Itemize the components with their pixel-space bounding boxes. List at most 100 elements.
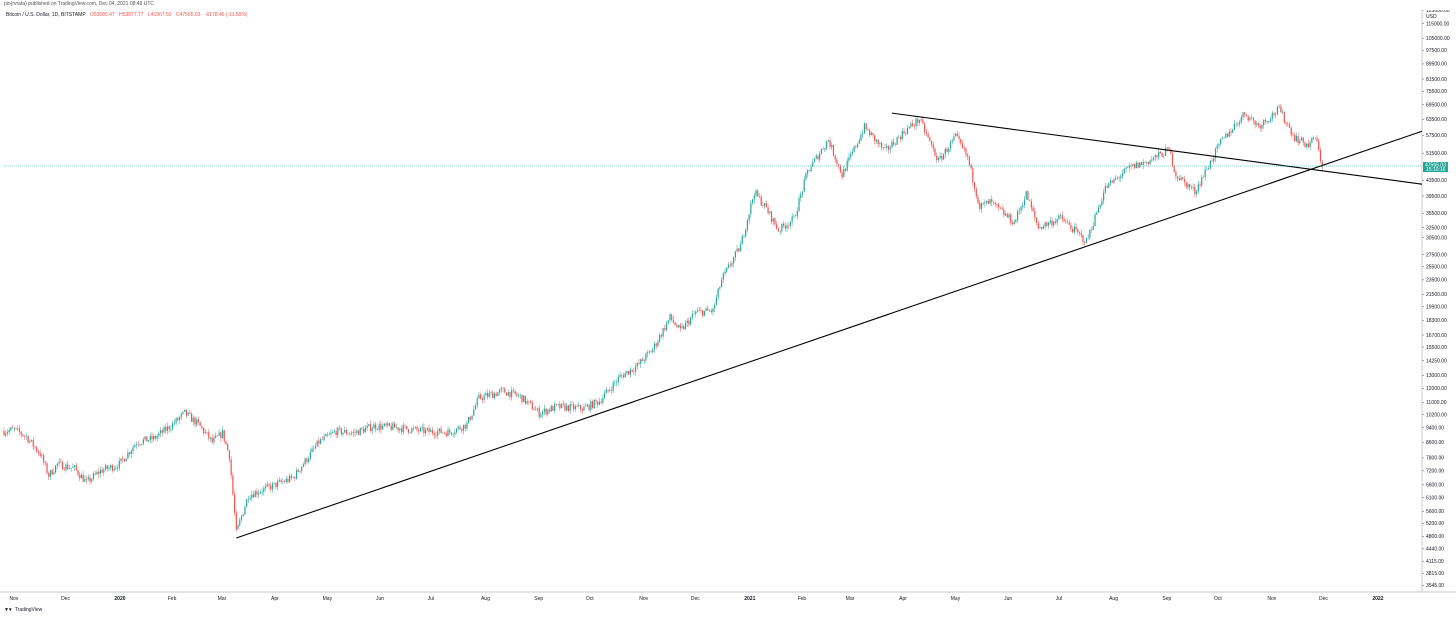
candle-body bbox=[244, 507, 246, 515]
candle-body bbox=[215, 435, 217, 438]
candle-body bbox=[419, 427, 422, 432]
candle-body bbox=[146, 436, 148, 442]
candle-body bbox=[1075, 226, 1077, 230]
candle-body bbox=[330, 432, 332, 435]
candle-body bbox=[868, 129, 871, 136]
candle-body bbox=[450, 432, 453, 435]
candle-body bbox=[1051, 220, 1053, 226]
candle-body bbox=[237, 525, 239, 530]
candle-body bbox=[402, 425, 404, 433]
candle-body bbox=[994, 202, 996, 204]
candle-body bbox=[29, 440, 31, 443]
y-tick-label: 75500.00 bbox=[1426, 89, 1447, 95]
candle-body bbox=[913, 125, 915, 127]
candle-body bbox=[1063, 219, 1065, 222]
candle-body bbox=[414, 427, 416, 429]
candle-body bbox=[800, 193, 802, 199]
candle-body bbox=[1195, 191, 1198, 194]
candle-body bbox=[1154, 155, 1156, 158]
x-tick-label: Jul bbox=[428, 596, 434, 602]
candle-body bbox=[1214, 148, 1217, 159]
candle-body bbox=[1280, 106, 1282, 113]
candle-body bbox=[1273, 113, 1275, 115]
candle-body bbox=[987, 200, 989, 204]
candle-body bbox=[1118, 177, 1120, 179]
candle-body bbox=[1247, 116, 1249, 121]
candle-body bbox=[1321, 160, 1323, 168]
x-tick-label: Oct bbox=[586, 596, 594, 602]
candle-body bbox=[1011, 222, 1014, 225]
candle-body bbox=[779, 231, 781, 232]
candle-body bbox=[187, 412, 189, 416]
candle-body bbox=[397, 427, 399, 431]
candle-body bbox=[524, 395, 527, 404]
candle-body bbox=[1242, 112, 1244, 118]
candle-body bbox=[351, 432, 353, 434]
candle-body bbox=[1194, 187, 1196, 194]
candle-body bbox=[650, 351, 652, 353]
candle-body bbox=[227, 443, 229, 451]
candle-body bbox=[908, 126, 910, 128]
candle-body bbox=[1103, 192, 1105, 201]
candle-body bbox=[192, 417, 194, 422]
x-tick-label: 2022 bbox=[1372, 596, 1383, 602]
candle-body bbox=[75, 465, 77, 471]
candle-body bbox=[84, 478, 86, 482]
candle-body bbox=[922, 119, 924, 124]
candle-body bbox=[1065, 221, 1067, 223]
candle-body bbox=[953, 136, 955, 141]
candle-body bbox=[585, 406, 587, 407]
candle-body bbox=[1097, 207, 1100, 213]
candle-body bbox=[485, 393, 487, 396]
x-tick-label: Jun bbox=[376, 596, 384, 602]
candle-body bbox=[1223, 137, 1225, 139]
candle-body bbox=[61, 461, 64, 470]
candle-body bbox=[499, 389, 501, 393]
candle-body bbox=[289, 475, 291, 482]
candle-body bbox=[760, 196, 762, 206]
candle-body bbox=[612, 382, 614, 391]
candle-body bbox=[153, 436, 155, 440]
candle-body bbox=[1025, 191, 1027, 200]
candle-body bbox=[936, 155, 938, 161]
candle-body bbox=[875, 139, 878, 142]
x-tick-label: Aug bbox=[1109, 596, 1118, 602]
candle-body bbox=[819, 153, 821, 160]
candle-body bbox=[1037, 222, 1039, 229]
candle-body bbox=[602, 397, 604, 403]
y-tick-label: 3815.00 bbox=[1426, 571, 1444, 577]
candle-body bbox=[1254, 120, 1256, 125]
candle-body bbox=[817, 155, 819, 160]
price-chart[interactable]: 125000.00 115000.00 105000.00 97500.00 89500… bbox=[0, 10, 1456, 606]
y-tick-label: 4115.00 bbox=[1426, 559, 1444, 565]
candle-body bbox=[1269, 118, 1272, 122]
candle-body bbox=[488, 393, 490, 397]
candle-body bbox=[1128, 165, 1131, 168]
candle-body bbox=[252, 494, 255, 498]
candle-body bbox=[459, 426, 461, 430]
candle-body bbox=[677, 325, 680, 328]
candle-body bbox=[294, 477, 296, 479]
candle-body bbox=[1276, 107, 1279, 115]
candle-body bbox=[137, 444, 139, 445]
candle-body bbox=[617, 377, 619, 383]
candle-body bbox=[68, 468, 70, 470]
candle-body bbox=[739, 244, 742, 252]
candle-body bbox=[858, 140, 860, 144]
candle-body bbox=[230, 459, 232, 476]
candle-body bbox=[812, 161, 814, 168]
candle-body bbox=[20, 431, 22, 435]
candle-body bbox=[1208, 168, 1210, 170]
candle-body bbox=[380, 424, 382, 430]
candle-body bbox=[767, 207, 769, 214]
chart-legend: Bitcoin / U.S. Dollar, 1D, BITSTAMP O536… bbox=[6, 12, 248, 18]
candle-body bbox=[233, 494, 236, 513]
candle-body bbox=[361, 427, 363, 429]
candle-body bbox=[636, 362, 638, 367]
candle-body bbox=[154, 436, 157, 439]
candle-body bbox=[583, 406, 585, 411]
candle-body bbox=[1271, 113, 1273, 119]
candle-body bbox=[903, 131, 905, 134]
candle-body bbox=[683, 326, 685, 330]
candle-body bbox=[1278, 106, 1280, 108]
